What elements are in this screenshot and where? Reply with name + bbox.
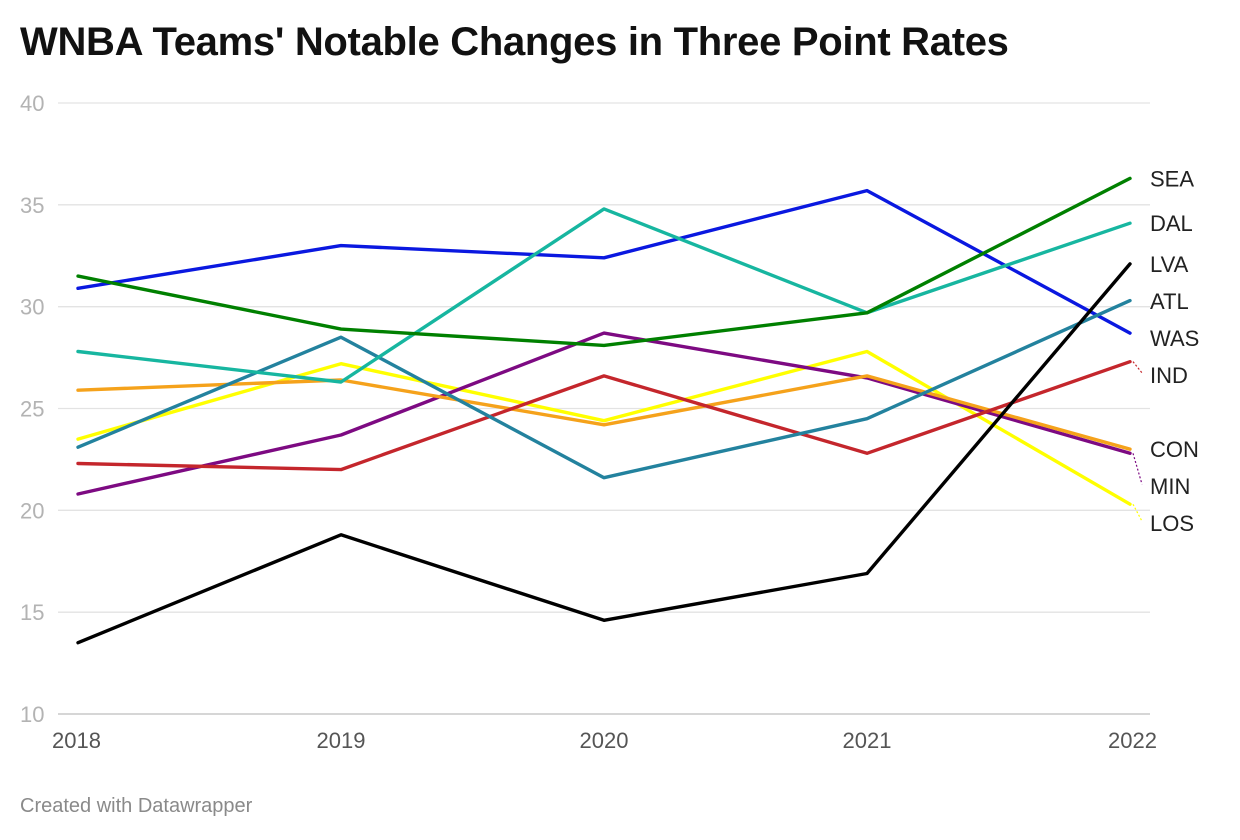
series-line-lva xyxy=(76,262,1132,645)
y-axis: 10 15 20 25 30 35 40 xyxy=(20,91,44,727)
gridlines xyxy=(58,102,1150,715)
series-line-was xyxy=(76,188,1132,335)
footer-credit: Created with Datawrapper xyxy=(20,795,253,817)
chart-title: WNBA Teams' Notable Changes in Three Poi… xyxy=(20,20,1009,64)
series-label-los: LOS xyxy=(1150,511,1194,536)
series-label-dal: DAL xyxy=(1150,211,1193,236)
series-label-sea: SEA xyxy=(1150,166,1194,191)
y-tick-label: 25 xyxy=(20,397,44,422)
series-line-atl xyxy=(76,298,1132,480)
label-connector xyxy=(1132,503,1143,522)
x-tick-label: 2021 xyxy=(843,728,892,753)
x-tick-label: 2020 xyxy=(580,728,629,753)
label-connector xyxy=(1132,453,1143,485)
x-tick-label: 2022 xyxy=(1108,728,1157,753)
y-tick-label: 15 xyxy=(20,600,44,625)
series-label-lva: LVA xyxy=(1150,252,1189,277)
y-tick-label: 30 xyxy=(20,295,44,320)
series-label-min: MIN xyxy=(1150,474,1190,499)
y-tick-label: 35 xyxy=(20,193,44,218)
series-line-ind xyxy=(76,360,1132,472)
series-line-con xyxy=(76,374,1132,451)
series-lines xyxy=(76,176,1132,645)
series-label-ind: IND xyxy=(1150,363,1188,388)
x-tick-label: 2018 xyxy=(52,728,101,753)
x-axis: 2018 2019 2020 2021 2022 xyxy=(52,728,1157,753)
x-tick-label: 2019 xyxy=(317,728,366,753)
series-line-dal xyxy=(76,207,1132,384)
series-label-was: WAS xyxy=(1150,326,1199,351)
series-line-min xyxy=(76,331,1132,496)
series-line-sea xyxy=(76,176,1132,348)
y-tick-label: 10 xyxy=(20,702,44,727)
series-label-con: CON xyxy=(1150,437,1199,462)
series-labels: SEA DAL LVA ATL WAS IND CON MIN LOS xyxy=(1132,166,1199,536)
y-tick-label: 20 xyxy=(20,498,44,523)
series-label-atl: ATL xyxy=(1150,289,1189,314)
y-tick-label: 40 xyxy=(20,91,44,116)
label-connector xyxy=(1132,361,1143,374)
